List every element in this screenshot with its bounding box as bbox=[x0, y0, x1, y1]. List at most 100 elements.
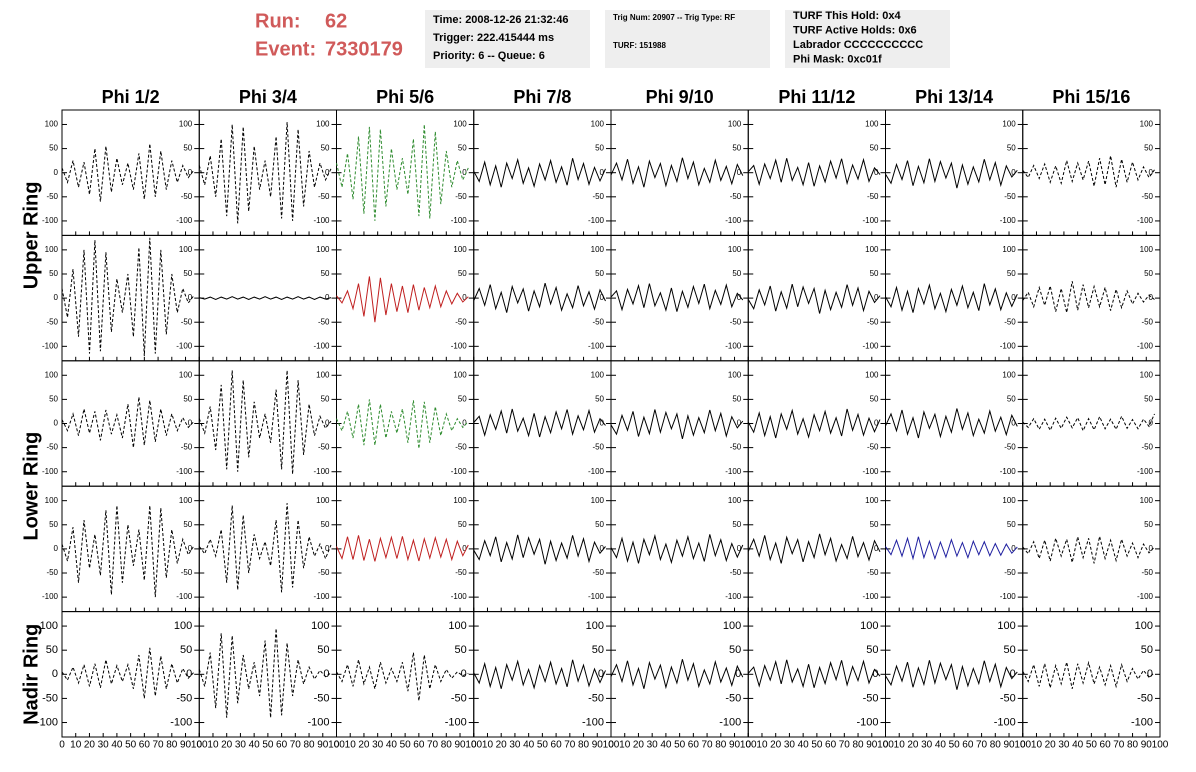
waveform bbox=[610, 533, 744, 565]
y-tick-label: 50 bbox=[732, 394, 741, 403]
x-tick-label: 0 bbox=[1020, 740, 1026, 751]
y-tick-label: -50 bbox=[314, 692, 330, 704]
y-tick-label: 50 bbox=[870, 520, 879, 529]
y-tick-label: -100 bbox=[42, 216, 59, 225]
x-tick-label: 20 bbox=[633, 740, 645, 751]
waveform bbox=[336, 399, 469, 449]
info-box bbox=[785, 10, 950, 68]
y-tick-label: 50 bbox=[458, 520, 467, 529]
y-tick-label: 100 bbox=[1002, 370, 1016, 379]
y-tick-label: 100 bbox=[728, 370, 742, 379]
waveform bbox=[885, 158, 1018, 189]
y-tick-label: -50 bbox=[46, 317, 58, 326]
y-tick-label: -50 bbox=[1004, 192, 1016, 201]
y-tick-label: 50 bbox=[1007, 144, 1016, 153]
waveform bbox=[336, 652, 469, 701]
y-tick-label: -100 bbox=[588, 592, 605, 601]
y-tick-label: -50 bbox=[176, 692, 192, 704]
info-line: Labrador CCCCCCCCCC bbox=[793, 39, 923, 51]
x-tick-label: 40 bbox=[935, 740, 947, 751]
y-tick-label: 100 bbox=[591, 370, 605, 379]
x-tick-label: 40 bbox=[386, 740, 398, 751]
y-tick-label: 100 bbox=[723, 620, 741, 632]
y-tick-label: -50 bbox=[181, 192, 193, 201]
x-tick-label: 10 bbox=[756, 740, 768, 751]
y-tick-label: 50 bbox=[1144, 144, 1153, 153]
x-tick-label: 80 bbox=[990, 740, 1002, 751]
y-tick-label: -50 bbox=[455, 317, 467, 326]
x-tick-label: 20 bbox=[907, 740, 919, 751]
y-tick-label: -100 bbox=[862, 216, 879, 225]
y-tick-label: -50 bbox=[455, 192, 467, 201]
x-tick-label: 10 bbox=[1031, 740, 1043, 751]
y-tick-label: -50 bbox=[1141, 317, 1153, 326]
x-tick-label: 10 bbox=[482, 740, 494, 751]
y-tick-label: 50 bbox=[49, 394, 58, 403]
y-tick-label: 100 bbox=[728, 245, 742, 254]
y-tick-label: 50 bbox=[595, 144, 604, 153]
y-tick-label: -50 bbox=[1141, 568, 1153, 577]
y-tick-label: -50 bbox=[592, 568, 604, 577]
y-tick-label: -100 bbox=[856, 716, 878, 728]
y-tick-label: 50 bbox=[732, 144, 741, 153]
y-tick-label: -100 bbox=[42, 592, 59, 601]
y-tick-label: -100 bbox=[862, 341, 879, 350]
y-tick-label: 0 bbox=[1011, 168, 1016, 177]
x-tick-label: 70 bbox=[153, 740, 165, 751]
y-tick-label: 50 bbox=[1141, 644, 1153, 656]
y-tick-label: 100 bbox=[40, 620, 58, 632]
y-tick-label: -50 bbox=[725, 692, 741, 704]
waveform bbox=[1022, 536, 1155, 564]
y-tick-label: 0 bbox=[1011, 544, 1016, 553]
x-tick-label: 30 bbox=[921, 740, 933, 751]
y-tick-label: 100 bbox=[865, 370, 879, 379]
x-tick-label: 20 bbox=[770, 740, 782, 751]
run-number: 62 bbox=[325, 10, 347, 32]
y-tick-label: 50 bbox=[729, 644, 741, 656]
y-tick-label: -100 bbox=[1131, 716, 1153, 728]
info-box bbox=[605, 10, 770, 68]
column-header: Phi 7/8 bbox=[513, 87, 571, 107]
y-tick-label: 100 bbox=[311, 620, 329, 632]
y-tick-label: 50 bbox=[1007, 520, 1016, 529]
x-tick-label: 70 bbox=[1113, 740, 1125, 751]
x-tick-label: 30 bbox=[1058, 740, 1070, 751]
y-tick-label: 100 bbox=[1002, 496, 1016, 505]
waveform bbox=[747, 408, 881, 439]
y-tick-label: 0 bbox=[872, 668, 878, 680]
x-tick-label: 60 bbox=[276, 740, 288, 751]
x-tick-label: 80 bbox=[715, 740, 727, 751]
y-tick-label: -50 bbox=[867, 568, 879, 577]
y-tick-label: -100 bbox=[1137, 216, 1154, 225]
info-line: Phi Mask: 0xc01f bbox=[793, 53, 882, 65]
y-tick-label: -100 bbox=[176, 216, 193, 225]
y-tick-label: -50 bbox=[46, 443, 58, 452]
y-tick-label: 50 bbox=[458, 144, 467, 153]
y-tick-label: 100 bbox=[179, 245, 193, 254]
x-tick-label: 100 bbox=[191, 740, 208, 751]
y-tick-label: -50 bbox=[318, 443, 330, 452]
y-tick-label: 0 bbox=[325, 419, 330, 428]
x-tick-label: 10 bbox=[619, 740, 631, 751]
info-line: Trig Num: 20907 -- Trig Type: RF bbox=[613, 13, 735, 22]
x-tick-label: 60 bbox=[551, 740, 563, 751]
y-tick-label: 100 bbox=[1002, 245, 1016, 254]
y-tick-label: 100 bbox=[1140, 120, 1154, 129]
x-tick-label: 80 bbox=[578, 740, 590, 751]
x-tick-label: 10 bbox=[894, 740, 906, 751]
y-tick-label: -50 bbox=[318, 192, 330, 201]
x-tick-label: 30 bbox=[509, 740, 521, 751]
y-tick-label: 50 bbox=[732, 269, 741, 278]
y-tick-label: 50 bbox=[317, 644, 329, 656]
y-tick-label: 0 bbox=[54, 168, 59, 177]
x-tick-label: 50 bbox=[400, 740, 412, 751]
x-tick-label: 50 bbox=[537, 740, 549, 751]
waveform bbox=[473, 534, 606, 565]
y-tick-label: -50 bbox=[730, 192, 742, 201]
y-tick-label: 100 bbox=[728, 496, 742, 505]
y-tick-label: 0 bbox=[1147, 668, 1153, 680]
run-label: Run: bbox=[255, 10, 301, 32]
y-tick-label: -100 bbox=[1137, 467, 1154, 476]
y-tick-label: -50 bbox=[42, 692, 58, 704]
